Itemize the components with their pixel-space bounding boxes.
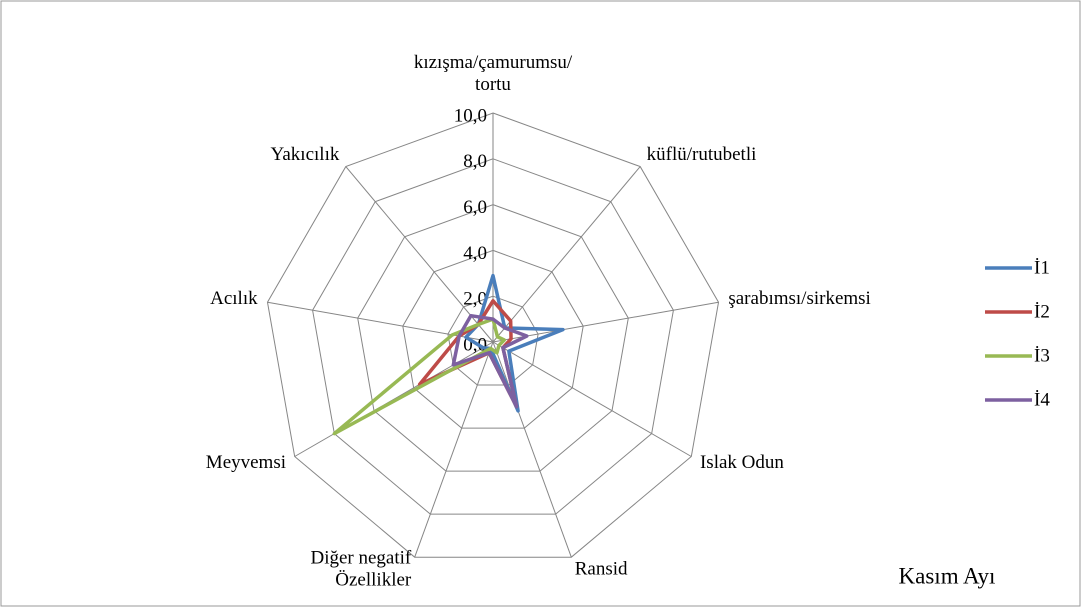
category-label: Islak Odun <box>700 452 784 473</box>
category-label: Ransid <box>575 559 628 580</box>
tick-label: 2,0 <box>463 289 487 310</box>
category-label: Diğer negatif Özellikler <box>310 548 411 591</box>
category-label: Acılık <box>210 288 258 309</box>
category-label: Yakıcılık <box>271 144 340 165</box>
axis-spoke <box>492 341 572 558</box>
axis-spoke <box>345 166 494 343</box>
legend-label: İ2 <box>1034 301 1050 322</box>
category-label: küflü/rutubetli <box>647 144 757 165</box>
series-line <box>332 317 507 436</box>
grid-ring <box>357 204 629 472</box>
axis-spoke <box>492 341 692 457</box>
grid-ring <box>312 158 674 515</box>
tick-label: 8,0 <box>463 151 487 172</box>
tick-label: 4,0 <box>463 243 487 264</box>
tick-label: 10,0 <box>454 105 487 126</box>
axis-spoke <box>414 341 494 558</box>
grid-ring <box>447 295 539 386</box>
category-label: kızışma/çamurumsu/tortu <box>414 52 573 95</box>
legend-label: İ1 <box>1034 257 1050 278</box>
axis-spoke <box>492 166 641 343</box>
axis-spoke <box>492 301 719 343</box>
series-line <box>451 313 529 409</box>
tick-label: 6,0 <box>463 197 487 218</box>
annotation: Kasım Ayı <box>899 563 996 588</box>
category-label: şarabımsı/sirkemsi <box>728 288 870 309</box>
grid-ring <box>266 112 720 558</box>
grid-ring <box>402 249 584 429</box>
legend-label: İ3 <box>1034 345 1050 366</box>
legend-label: İ4 <box>1034 389 1050 410</box>
category-label: Meyvemsi <box>206 452 286 473</box>
